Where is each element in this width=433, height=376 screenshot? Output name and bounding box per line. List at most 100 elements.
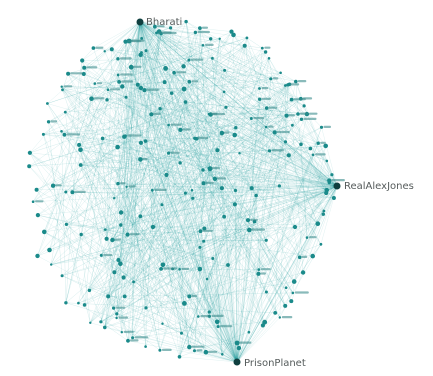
graph-node[interactable] xyxy=(100,136,105,141)
graph-node[interactable] xyxy=(163,66,169,71)
graph-node[interactable] xyxy=(121,275,126,280)
graph-node[interactable] xyxy=(233,188,238,193)
graph-node[interactable] xyxy=(258,97,262,101)
graph-node[interactable] xyxy=(35,213,41,218)
graph-node[interactable] xyxy=(201,181,206,186)
graph-node[interactable] xyxy=(245,218,251,223)
graph-node[interactable] xyxy=(149,112,154,117)
graph-node[interactable] xyxy=(117,80,121,84)
graph-node[interactable] xyxy=(264,125,268,129)
graph-node[interactable] xyxy=(201,168,205,172)
graph-node[interactable] xyxy=(202,226,207,231)
graph-node[interactable] xyxy=(103,228,107,231)
graph-node[interactable] xyxy=(135,82,140,87)
graph-node[interactable] xyxy=(31,200,35,203)
graph-node[interactable] xyxy=(226,263,230,267)
graph-node[interactable] xyxy=(178,161,182,165)
graph-node[interactable] xyxy=(123,39,128,44)
graph-node[interactable] xyxy=(207,310,211,314)
graph-node[interactable] xyxy=(113,197,116,200)
graph-node[interactable] xyxy=(144,49,148,53)
graph-node[interactable] xyxy=(231,32,236,38)
graph-node[interactable] xyxy=(64,222,68,226)
graph-node[interactable] xyxy=(331,196,336,200)
graph-node[interactable] xyxy=(118,210,124,215)
graph-node[interactable] xyxy=(319,125,324,129)
graph-node[interactable] xyxy=(47,247,52,253)
graph-node[interactable] xyxy=(187,58,191,62)
graph-node[interactable] xyxy=(327,178,332,183)
graph-node[interactable] xyxy=(247,330,251,334)
graph-node[interactable] xyxy=(222,214,227,219)
graph-node[interactable] xyxy=(315,221,321,226)
graph-node[interactable] xyxy=(183,100,188,104)
graph-node[interactable] xyxy=(305,236,309,239)
graph-node[interactable] xyxy=(105,98,109,102)
graph-node[interactable] xyxy=(153,24,157,29)
graph-node[interactable] xyxy=(258,87,261,90)
graph-node[interactable] xyxy=(300,270,306,275)
graph-node[interactable] xyxy=(93,82,97,85)
graph-node[interactable] xyxy=(91,46,96,50)
graph-node[interactable] xyxy=(122,294,127,299)
graph-node[interactable] xyxy=(124,95,128,99)
graph-node[interactable] xyxy=(119,223,123,227)
graph-node[interactable] xyxy=(269,77,273,81)
graph-node[interactable] xyxy=(77,301,80,305)
graph-node[interactable] xyxy=(70,190,75,195)
graph-node[interactable] xyxy=(184,19,188,24)
graph-node[interactable] xyxy=(292,224,298,230)
graph-node[interactable] xyxy=(81,72,86,76)
graph-node[interactable] xyxy=(34,187,39,192)
graph-node[interactable] xyxy=(218,37,221,40)
graph-node[interactable] xyxy=(267,57,271,60)
graph-node[interactable] xyxy=(41,132,45,136)
hub-node-bharati[interactable] xyxy=(136,18,144,26)
graph-node[interactable] xyxy=(264,106,269,110)
graph-node[interactable] xyxy=(115,312,119,316)
graph-node[interactable] xyxy=(273,311,278,315)
graph-node[interactable] xyxy=(232,132,237,138)
graph-node[interactable] xyxy=(82,303,87,307)
graph-node[interactable] xyxy=(144,345,147,348)
graph-node[interactable] xyxy=(219,130,225,136)
graph-node[interactable] xyxy=(158,107,162,111)
graph-node[interactable] xyxy=(140,51,143,54)
graph-node[interactable] xyxy=(193,349,196,353)
graph-node[interactable] xyxy=(247,227,252,233)
graph-node[interactable] xyxy=(42,229,47,235)
graph-node[interactable] xyxy=(183,191,187,195)
graph-node[interactable] xyxy=(289,97,294,102)
graph-node[interactable] xyxy=(164,172,169,177)
graph-node[interactable] xyxy=(291,123,294,127)
graph-node[interactable] xyxy=(27,164,32,169)
graph-node[interactable] xyxy=(138,157,143,162)
graph-node[interactable] xyxy=(60,130,63,133)
graph-node[interactable] xyxy=(87,288,92,293)
graph-node[interactable] xyxy=(201,44,205,47)
graph-node[interactable] xyxy=(181,86,187,92)
graph-node[interactable] xyxy=(89,321,92,324)
graph-node[interactable] xyxy=(63,110,67,114)
hub-node-prisonplanet[interactable] xyxy=(233,358,241,366)
graph-node[interactable] xyxy=(187,344,192,350)
graph-node[interactable] xyxy=(267,149,272,153)
graph-node[interactable] xyxy=(169,91,174,95)
graph-node[interactable] xyxy=(214,319,220,325)
graph-node[interactable] xyxy=(169,26,173,30)
graph-node[interactable] xyxy=(126,338,130,343)
graph-node[interactable] xyxy=(234,126,238,130)
graph-node[interactable] xyxy=(132,280,136,284)
graph-node[interactable] xyxy=(125,232,130,237)
graph-node[interactable] xyxy=(138,214,143,219)
graph-node[interactable] xyxy=(212,176,218,181)
graph-node[interactable] xyxy=(131,336,135,340)
graph-node[interactable] xyxy=(211,56,214,60)
graph-node[interactable] xyxy=(99,253,103,257)
graph-node[interactable] xyxy=(197,266,203,272)
graph-node[interactable] xyxy=(198,245,202,249)
graph-node[interactable] xyxy=(207,112,210,116)
graph-node[interactable] xyxy=(249,186,254,191)
graph-node[interactable] xyxy=(89,96,94,101)
graph-node[interactable] xyxy=(178,268,181,271)
